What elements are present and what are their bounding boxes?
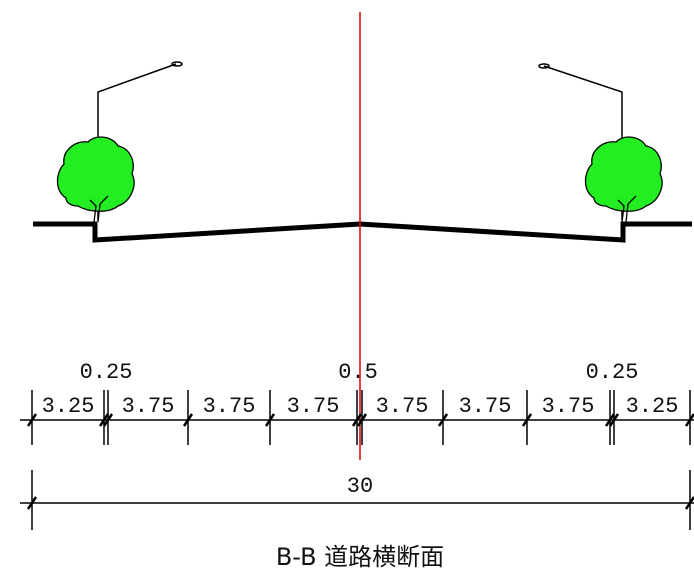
- lane-width: 3.75: [376, 394, 429, 419]
- left-tree: [56, 136, 135, 223]
- slash-tick: [351, 413, 363, 427]
- strip-width: 0.5: [338, 360, 378, 385]
- right-tree: [584, 136, 663, 223]
- lane-width: 3.75: [122, 394, 175, 419]
- slash-tick: [608, 413, 620, 427]
- slash-tick: [26, 496, 38, 510]
- lane-width: 3.75: [542, 394, 595, 419]
- slash-tick: [356, 413, 368, 427]
- strip-width: 0.25: [80, 360, 133, 385]
- lane-width: 3.75: [203, 394, 256, 419]
- slash-tick: [102, 413, 114, 427]
- road-profile: [33, 221, 692, 243]
- slash-tick: [684, 413, 694, 427]
- strip-width: 0.25: [586, 360, 639, 385]
- slash-tick: [182, 413, 194, 427]
- slash-tick: [437, 413, 449, 427]
- lane-width: 3.25: [42, 394, 95, 419]
- lane-width: 3.25: [626, 394, 679, 419]
- dimension-ticks: [26, 390, 694, 530]
- slash-tick: [264, 413, 276, 427]
- total-width: 30: [347, 474, 373, 499]
- slash-tick: [521, 413, 533, 427]
- slash-tick: [604, 413, 616, 427]
- slash-tick: [684, 496, 694, 510]
- caption: B-B 道路横断面: [276, 543, 444, 571]
- lane-width: 3.75: [459, 394, 512, 419]
- lane-width: 3.75: [287, 394, 340, 419]
- slash-tick: [98, 413, 110, 427]
- slash-tick: [26, 413, 38, 427]
